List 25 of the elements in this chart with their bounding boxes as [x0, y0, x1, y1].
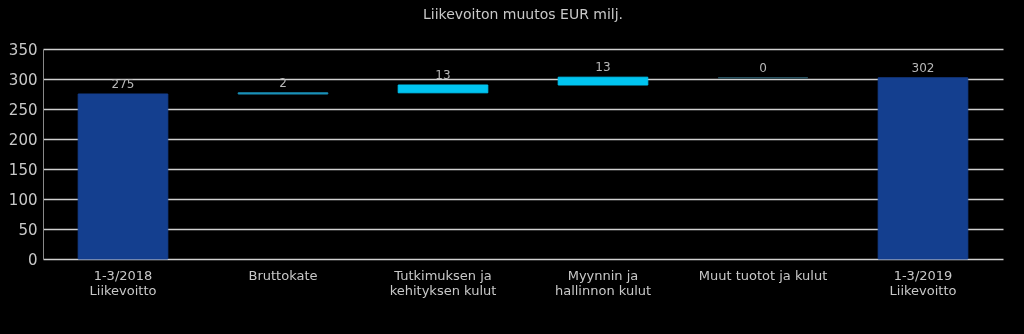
x-tick-label: Bruttokate [248, 267, 318, 283]
y-tick-label: 350 [8, 40, 38, 59]
bar [557, 76, 649, 86]
data-label: 2 [279, 75, 287, 90]
y-tick-label: 300 [8, 70, 38, 89]
data-label: 13 [435, 68, 451, 82]
bar [877, 77, 969, 260]
x-tick-label: Muut tuotot ja kulut [698, 267, 828, 283]
data-label: 275 [111, 77, 135, 91]
y-tick-label: 200 [8, 130, 38, 149]
x-tick-label: Myynnin ja hallinnon kulut [554, 267, 652, 298]
bar [77, 93, 169, 260]
bar [397, 84, 489, 94]
x-tick-label: Tutkimuksen ja kehityksen kulut [389, 267, 497, 298]
y-tick-label: 50 [18, 220, 38, 239]
y-tick-label: 100 [8, 190, 38, 209]
chart-title: Liikevoiton muutos EUR milj. [422, 6, 624, 22]
y-tick-label: 150 [8, 160, 38, 179]
x-tick-label: 1-3/2019 Liikevoitto [889, 267, 957, 298]
data-label: 302 [911, 60, 935, 75]
data-label: 0 [759, 60, 767, 75]
y-tick-label: 0 [27, 250, 38, 269]
y-tick-label: 250 [8, 100, 38, 119]
x-tick-label: 1-3/2018 Liikevoitto [89, 267, 157, 298]
data-label: 13 [595, 60, 611, 75]
